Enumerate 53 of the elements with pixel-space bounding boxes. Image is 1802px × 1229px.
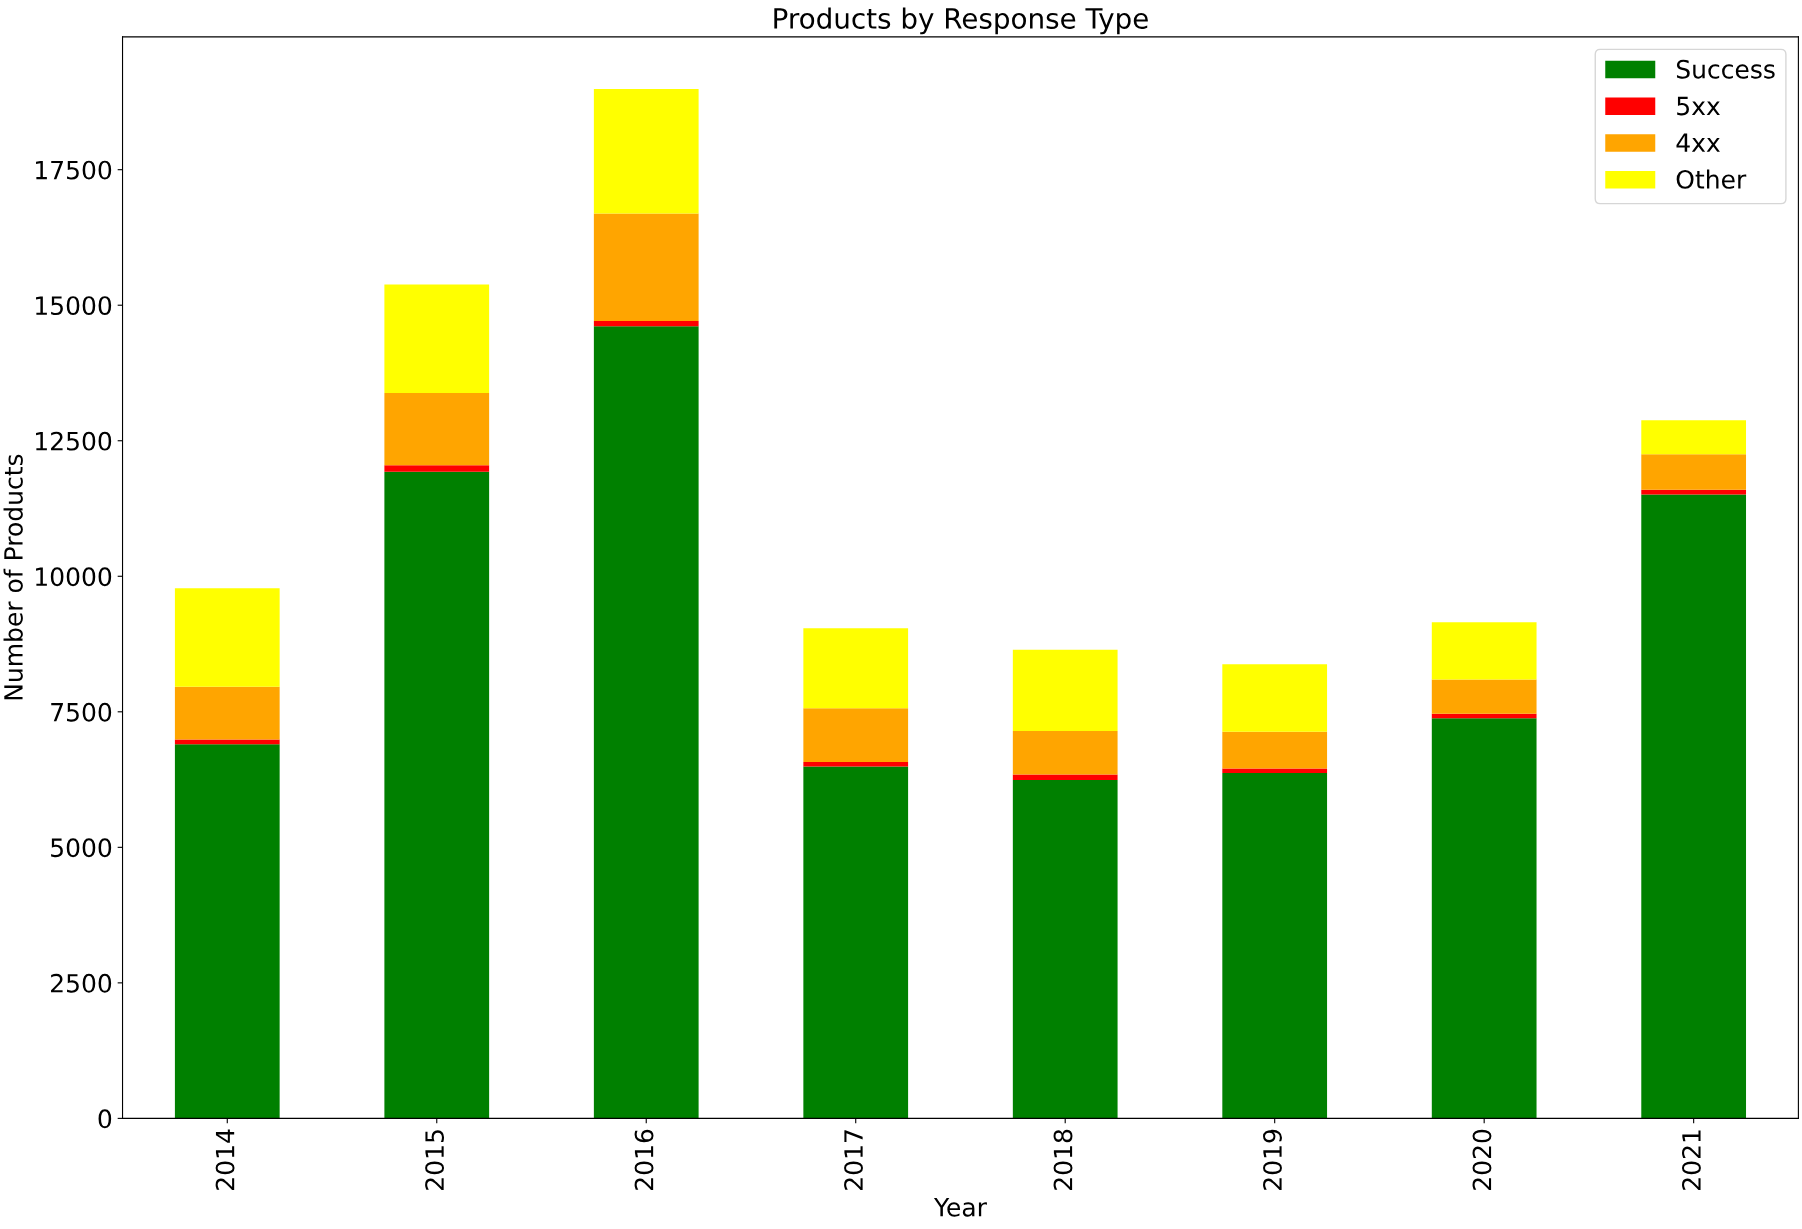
bar xyxy=(174,739,280,745)
chart-title: Products by Response Type xyxy=(774,7,1148,35)
bar xyxy=(803,766,909,1119)
y-tick-label: 15000 xyxy=(36,296,112,316)
bar xyxy=(384,471,490,1119)
bar xyxy=(174,588,280,687)
legend-label: 4xx xyxy=(1676,133,1720,152)
bar xyxy=(384,465,490,472)
bar xyxy=(1431,679,1537,714)
y-tick-label: 0 xyxy=(98,1109,112,1129)
bar xyxy=(1222,773,1328,1119)
y-axis-title: Number of Products xyxy=(3,454,23,700)
bar xyxy=(1641,494,1747,1119)
legend-label: Success xyxy=(1676,59,1775,79)
x-axis-title: Year xyxy=(933,1198,987,1217)
bar xyxy=(384,393,490,466)
bar xyxy=(803,628,909,709)
x-tick-label: 2017 xyxy=(844,1130,863,1190)
x-tick-label: 2020 xyxy=(1472,1129,1492,1190)
bar xyxy=(1222,664,1328,732)
bar xyxy=(1012,774,1118,781)
bar xyxy=(1641,454,1747,490)
y-tick-label: 2500 xyxy=(51,973,112,993)
bar xyxy=(1222,731,1328,769)
y-tick-label: 7500 xyxy=(51,702,112,722)
bar xyxy=(803,708,909,762)
bar xyxy=(1012,780,1118,1119)
y-tick-label: 17500 xyxy=(36,160,112,180)
bar xyxy=(1641,420,1747,455)
bar xyxy=(384,284,490,394)
bar xyxy=(1012,731,1118,775)
bar xyxy=(593,88,699,214)
legend-label: Other xyxy=(1676,169,1747,189)
bar xyxy=(593,213,699,321)
x-tick-label: 2019 xyxy=(1263,1129,1282,1190)
x-tick-label: 2018 xyxy=(1053,1129,1073,1190)
legend-label: 5xx xyxy=(1677,96,1720,116)
bar xyxy=(1431,622,1537,680)
bar xyxy=(593,326,699,1119)
bar xyxy=(174,744,280,1119)
x-tick-label: 2015 xyxy=(425,1130,445,1190)
y-tick-label: 12500 xyxy=(36,431,112,451)
x-tick-label: 2016 xyxy=(634,1129,654,1190)
y-tick-label: 5000 xyxy=(51,838,112,858)
bar xyxy=(1012,649,1118,732)
bar xyxy=(803,761,909,767)
bar xyxy=(1222,768,1328,774)
bar xyxy=(593,320,699,327)
bar xyxy=(1431,718,1537,1119)
y-tick-label: 10000 xyxy=(36,567,112,587)
x-tick-label: 2014 xyxy=(215,1129,235,1190)
bar xyxy=(174,686,280,740)
x-tick-label: 2021 xyxy=(1682,1130,1701,1190)
